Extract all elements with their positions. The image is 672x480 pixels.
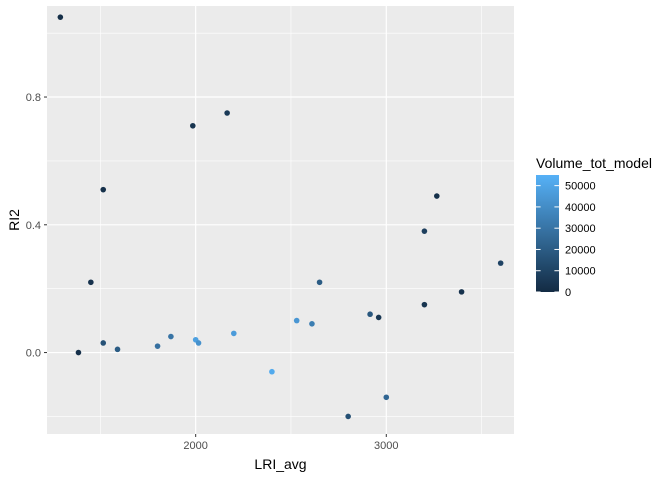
minor-gridlines xyxy=(47,6,514,434)
data-point xyxy=(57,14,64,20)
y-axis-ticks: 0.0 0.4 0.8 xyxy=(26,92,47,360)
data-point xyxy=(345,413,351,420)
legend-tick-label: 10000 xyxy=(565,266,596,278)
data-point xyxy=(114,346,121,353)
legend-colorbar xyxy=(536,175,559,292)
data-point xyxy=(269,368,275,375)
color-legend: Volume_tot_model 0 10000 20000 30000 40000 50… xyxy=(536,155,652,299)
data-point xyxy=(224,110,230,116)
legend-title: Volume_tot_model xyxy=(536,155,652,171)
plot-panel xyxy=(47,6,514,434)
data-point xyxy=(293,317,300,324)
data-point xyxy=(88,279,94,286)
data-point xyxy=(316,279,323,286)
y-axis-title: RI2 xyxy=(6,209,22,231)
data-point xyxy=(383,394,390,401)
y-tick-label: 0.4 xyxy=(26,220,41,232)
data-point xyxy=(168,333,174,340)
data-point xyxy=(458,289,465,295)
data-point xyxy=(497,260,504,266)
data-points xyxy=(57,14,504,420)
legend-tick-label: 40000 xyxy=(565,202,596,214)
data-point xyxy=(434,193,440,199)
legend-tick-label: 20000 xyxy=(565,244,596,256)
data-point xyxy=(421,228,428,234)
y-tick-label: 0.8 xyxy=(26,92,41,104)
x-tick-label: 2000 xyxy=(183,440,207,452)
x-axis-title: LRI_avg xyxy=(254,456,306,472)
data-point xyxy=(309,321,315,327)
legend-tick-label: 30000 xyxy=(565,223,596,235)
data-point xyxy=(100,186,107,193)
data-point xyxy=(190,122,196,129)
data-point xyxy=(421,301,428,308)
data-point xyxy=(375,314,382,321)
legend-tick-label: 50000 xyxy=(565,181,596,193)
data-point xyxy=(154,343,161,349)
data-point xyxy=(75,349,82,356)
y-tick-label: 0.0 xyxy=(26,348,41,360)
major-gridlines xyxy=(47,6,514,434)
data-point xyxy=(100,340,107,346)
data-point xyxy=(231,330,237,337)
data-point xyxy=(367,311,373,318)
legend-tick-label: 0 xyxy=(565,287,571,299)
data-point xyxy=(195,340,202,346)
x-tick-label: 3000 xyxy=(374,440,398,452)
legend-ticks: 0 10000 20000 30000 40000 50000 xyxy=(536,181,596,299)
x-axis-ticks: 2000 3000 xyxy=(183,434,399,452)
